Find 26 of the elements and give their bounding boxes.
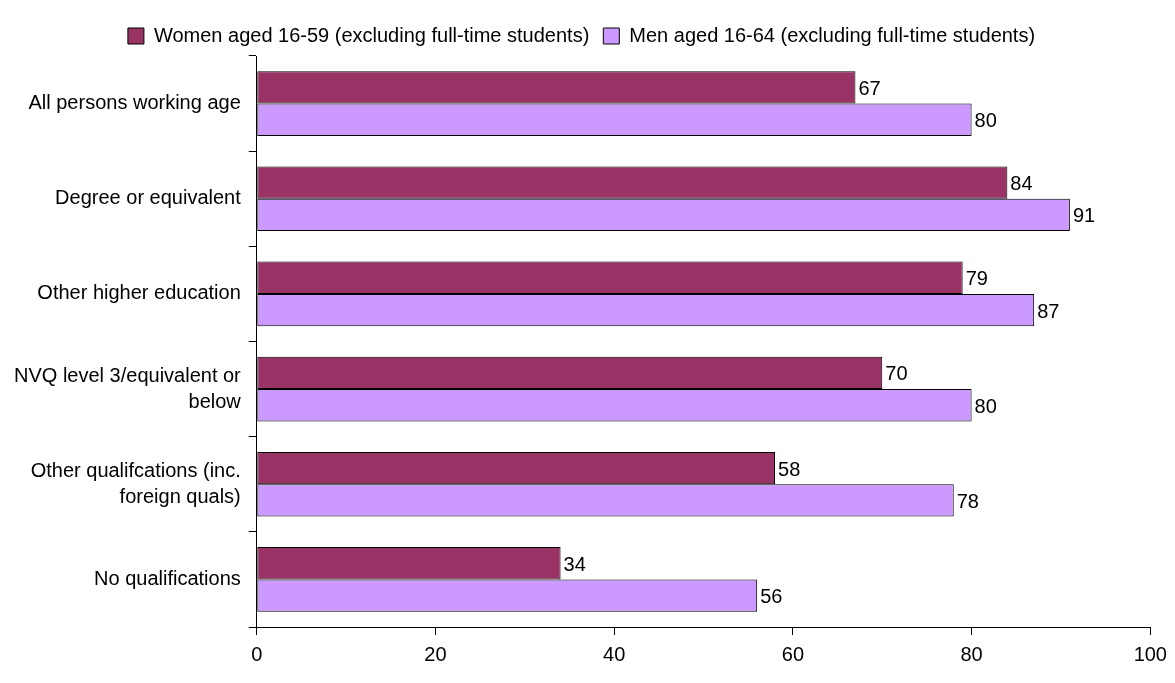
y-tick-label: All persons working age <box>28 91 241 114</box>
x-tick-label: 0 <box>251 642 263 665</box>
data-label: 67 <box>858 76 881 99</box>
x-tick-label: 60 <box>781 642 805 665</box>
y-tick-label: NVQ level 3/equivalent or below <box>13 363 242 412</box>
data-label: 84 <box>1010 172 1033 195</box>
data-label: 91 <box>1072 204 1096 227</box>
y-tick-label: Other higher education <box>37 281 241 304</box>
x-tick-label: 40 <box>603 642 626 665</box>
y-tick-label: Degree or equivalent <box>55 186 242 209</box>
legend-label: Men aged 16-64 (excluding full-time students) <box>629 23 1036 46</box>
x-tick-label: 80 <box>960 642 983 665</box>
data-label: 80 <box>974 394 997 417</box>
data-label: 58 <box>778 457 801 480</box>
data-label: 78 <box>956 489 979 512</box>
y-tick-label: No qualifications <box>94 566 241 589</box>
data-label: 87 <box>1037 299 1060 322</box>
data-label: 56 <box>760 585 783 608</box>
y-tick-label: Other qualifcations (inc. foreign quals) <box>30 458 241 507</box>
legend-label: Women aged 16-59 (excluding full-time students) <box>153 23 590 46</box>
data-label: 79 <box>965 267 988 290</box>
data-label: 34 <box>563 552 586 575</box>
data-label: 80 <box>974 109 997 132</box>
x-tick-label: 100 <box>1133 642 1167 665</box>
data-label: 70 <box>885 362 908 385</box>
x-tick-label: 20 <box>424 642 447 665</box>
